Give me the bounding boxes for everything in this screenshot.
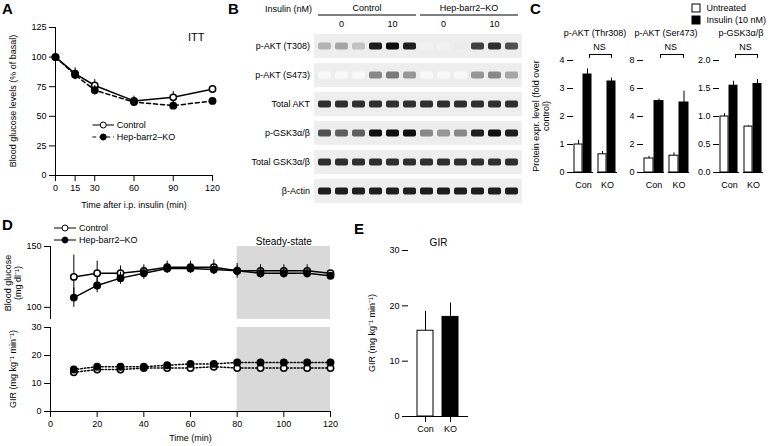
html-text:A: A	[2, 0, 13, 17]
html-text:Hep-barr2–KO: Hep-barr2–KO	[116, 131, 176, 142]
html-text:Blood glucose (mg dl⁻¹): Blood glucose (mg dl⁻¹)	[2, 254, 23, 311]
svg-text:0: 0	[559, 167, 564, 177]
html-text:Insulin (10 nM): Insulin (10 nM)	[706, 15, 766, 25]
svg-text:2: 2	[629, 139, 634, 149]
html-text:E: E	[354, 220, 364, 237]
svg-text:1.0: 1.0	[698, 111, 711, 121]
html-text:Control: Control	[79, 223, 108, 233]
svg-text:p-AKT (T308): p-AKT (T308)	[256, 41, 310, 51]
svg-text:Steady-state: Steady-state	[256, 236, 313, 247]
svg-text:0: 0	[629, 167, 634, 177]
html-text:p-AKT (Ser473): p-AKT (Ser473)	[634, 28, 698, 38]
svg-text:2: 2	[559, 111, 564, 121]
svg-text:0: 0	[441, 19, 446, 29]
svg-text:Time (min): Time (min)	[169, 433, 212, 443]
svg-text:1.5: 1.5	[698, 83, 711, 93]
svg-text:KO: KO	[747, 180, 760, 190]
svg-text:15: 15	[70, 183, 80, 193]
html-text:D: D	[2, 216, 13, 233]
svg-text:Total AKT: Total AKT	[271, 99, 310, 109]
svg-text:120: 120	[205, 183, 220, 193]
svg-text:10: 10	[31, 378, 41, 388]
svg-text:0: 0	[41, 170, 46, 180]
svg-text:0.0: 0.0	[698, 167, 711, 177]
svg-text:8: 8	[629, 55, 634, 65]
svg-text:KO: KO	[672, 180, 685, 190]
svg-text:100: 100	[31, 52, 46, 62]
html-text:NS: NS	[739, 42, 752, 52]
svg-text:Control: Control	[352, 3, 381, 13]
svg-text:Con: Con	[417, 424, 434, 434]
svg-text:Hep-barr2–KO: Hep-barr2–KO	[440, 3, 499, 13]
svg-text:60: 60	[129, 183, 139, 193]
svg-text:125: 125	[31, 22, 46, 32]
svg-text:0.5: 0.5	[698, 139, 711, 149]
svg-text:75: 75	[36, 82, 46, 92]
html-text:p-AKT (Thr308): p-AKT (Thr308)	[563, 28, 627, 38]
svg-text:30: 30	[90, 183, 100, 193]
svg-text:20: 20	[92, 419, 102, 429]
svg-text:80: 80	[232, 419, 242, 429]
svg-text:4: 4	[559, 55, 564, 65]
svg-text:1: 1	[559, 139, 564, 149]
svg-text:3: 3	[559, 83, 564, 93]
svg-text:20: 20	[31, 350, 41, 360]
svg-text:0: 0	[48, 419, 53, 429]
html-text:Hep-barr2–KO: Hep-barr2–KO	[79, 235, 138, 245]
svg-text:10: 10	[489, 19, 499, 29]
svg-text:β-Actin: β-Actin	[282, 186, 310, 196]
html-text:B: B	[228, 0, 239, 17]
html-text:C: C	[530, 0, 541, 17]
svg-text:Con: Con	[721, 180, 738, 190]
svg-text:p-GSK3α/β: p-GSK3α/β	[265, 128, 310, 138]
svg-text:10: 10	[387, 19, 397, 29]
svg-text:30: 30	[389, 245, 399, 255]
svg-text:0: 0	[53, 183, 58, 193]
svg-text:Time after i.p. insulin (min): Time after i.p. insulin (min)	[81, 200, 187, 210]
html-text:GIR (mg kg⁻¹ min⁻¹): GIR (mg kg⁻¹ min⁻¹)	[7, 330, 18, 408]
svg-text:4: 4	[629, 111, 634, 121]
svg-text:GIR: GIR	[430, 237, 448, 248]
svg-text:Total GSK3α/β: Total GSK3α/β	[252, 157, 310, 167]
svg-text:Con: Con	[575, 180, 592, 190]
svg-text:10: 10	[389, 356, 399, 366]
html-text:Protein expr. level (fold over: Protein expr. level (fold over control)	[530, 60, 551, 172]
svg-text:0: 0	[339, 19, 344, 29]
svg-text:90: 90	[168, 183, 178, 193]
html-text:NS: NS	[664, 42, 678, 52]
html-text:p-GSK3α/β: p-GSK3α/β	[718, 28, 764, 38]
html-text:Untreated: Untreated	[706, 3, 746, 13]
svg-text:40: 40	[139, 419, 149, 429]
svg-text:150: 150	[26, 241, 41, 251]
svg-text:50: 50	[36, 111, 46, 121]
svg-text:2.0: 2.0	[698, 55, 711, 65]
svg-text:6: 6	[629, 83, 634, 93]
svg-text:Con: Con	[646, 180, 663, 190]
svg-text:ITT: ITT	[188, 31, 205, 43]
svg-text:25: 25	[36, 141, 46, 151]
svg-text:60: 60	[185, 419, 195, 429]
svg-text:0: 0	[394, 411, 399, 421]
svg-text:Insulin (nM): Insulin (nM)	[265, 4, 312, 14]
svg-text:KO: KO	[444, 424, 457, 434]
html-text:GIR (mg kg⁻¹ min⁻¹): GIR (mg kg⁻¹ min⁻¹)	[366, 294, 377, 372]
html-text:Control: Control	[116, 119, 146, 130]
svg-text:20: 20	[389, 301, 399, 311]
html-text:Blood glucose levels (% of bas: Blood glucose levels (% of basal)	[7, 34, 18, 168]
svg-text:KO: KO	[601, 180, 614, 190]
svg-text:0: 0	[36, 406, 41, 416]
html-text:NS: NS	[593, 42, 606, 52]
svg-text:p-AKT (S473): p-AKT (S473)	[255, 70, 310, 80]
svg-text:100: 100	[276, 419, 291, 429]
svg-text:120: 120	[323, 419, 338, 429]
svg-text:100: 100	[26, 302, 41, 312]
svg-text:30: 30	[31, 322, 41, 332]
